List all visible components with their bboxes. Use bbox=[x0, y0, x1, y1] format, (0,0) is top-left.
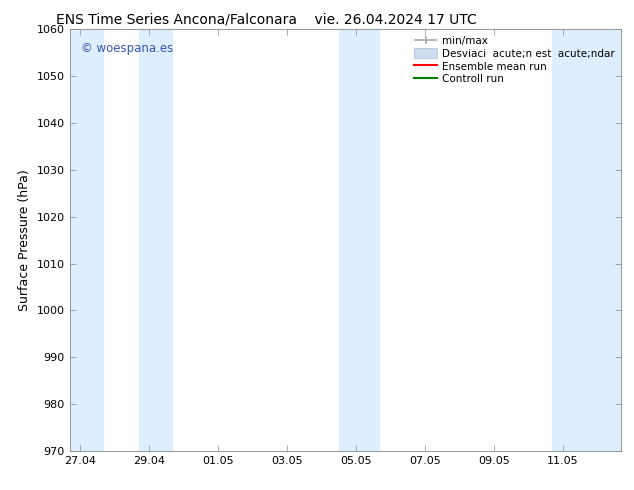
Legend: min/max, Desviaci  acute;n est  acute;ndar, Ensemble mean run, Controll run: min/max, Desviaci acute;n est acute;ndar… bbox=[410, 31, 619, 89]
Text: © woespana.es: © woespana.es bbox=[81, 42, 173, 55]
Bar bbox=[70, 29, 104, 451]
Bar bbox=[552, 29, 621, 451]
Text: ENS Time Series Ancona/Falconara    vie. 26.04.2024 17 UTC: ENS Time Series Ancona/Falconara vie. 26… bbox=[56, 12, 477, 26]
Bar bbox=[139, 29, 173, 451]
Bar bbox=[339, 29, 380, 451]
Y-axis label: Surface Pressure (hPa): Surface Pressure (hPa) bbox=[18, 169, 31, 311]
